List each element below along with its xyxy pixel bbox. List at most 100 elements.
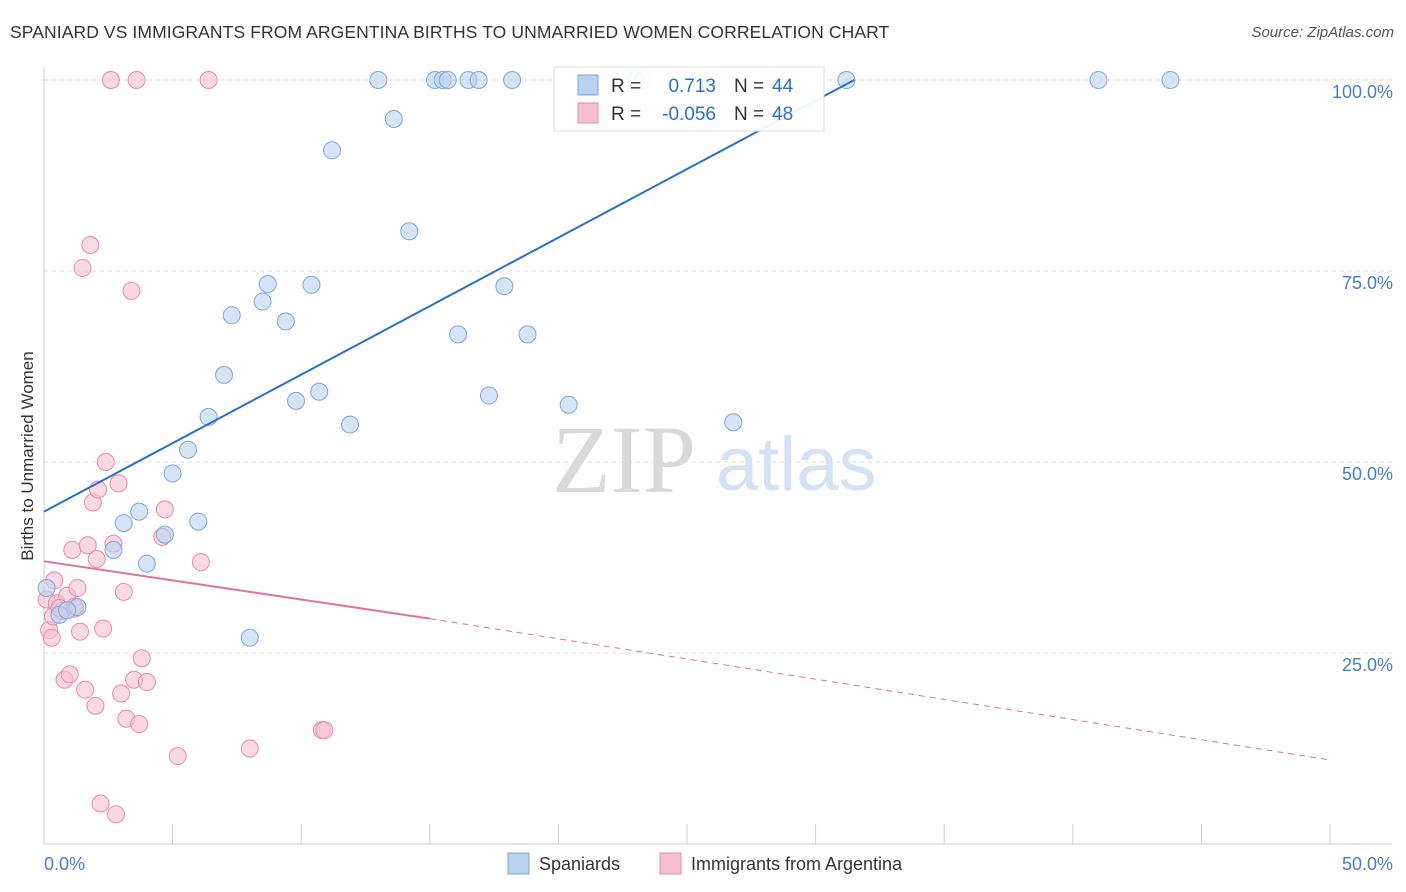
data-point [127, 71, 146, 89]
correlation-legend: R = 0.713 N = 44 R = -0.056 N = 48 [553, 66, 825, 132]
y-tick-label: 75.0% [1342, 273, 1393, 293]
bottom-legend: Spaniards Immigrants from Argentina [507, 852, 903, 875]
data-point [469, 71, 488, 89]
data-point [400, 222, 419, 241]
data-point [37, 579, 56, 598]
data-point [91, 794, 110, 813]
legend-n-value: 48 [772, 104, 793, 125]
data-point [1089, 71, 1108, 89]
data-point [81, 236, 100, 255]
bottom-legend-swatch-blue [507, 852, 530, 875]
data-point [215, 365, 234, 384]
y-tick-label: 25.0% [1342, 655, 1393, 675]
data-point [132, 649, 151, 668]
legend-box [553, 66, 825, 132]
data-point [94, 619, 113, 638]
data-point [310, 382, 329, 401]
legend-n-label: N = [734, 76, 764, 97]
trend-extension-pink [429, 618, 1331, 761]
data-point [76, 680, 95, 699]
legend-r-value: 0.713 [668, 76, 716, 97]
data-point [559, 395, 578, 414]
data-point [369, 71, 388, 89]
data-point [137, 673, 156, 692]
data-point [60, 665, 79, 684]
data-point [130, 715, 149, 734]
data-point [302, 275, 321, 294]
gridlines [44, 79, 1392, 654]
legend-r-label: R = [611, 76, 641, 97]
data-point [199, 71, 218, 89]
data-point [479, 386, 498, 405]
data-point [168, 747, 187, 766]
data-point [438, 71, 457, 89]
data-point [253, 292, 272, 311]
trend-lines [43, 79, 1331, 761]
data-point [724, 413, 743, 432]
legend-n-value: 44 [772, 76, 794, 97]
data-point [191, 553, 210, 572]
data-point [240, 628, 259, 647]
data-point [104, 540, 123, 559]
data-point [222, 306, 241, 325]
y-tick-label: 50.0% [1342, 464, 1393, 484]
watermark-atlas: atlas [716, 422, 877, 507]
data-point [68, 579, 87, 598]
data-point [518, 325, 537, 344]
data-point [155, 525, 174, 544]
legend-r-value: -0.056 [662, 104, 716, 125]
data-point [179, 440, 198, 459]
data-point [114, 582, 133, 601]
bottom-legend-label: Immigrants from Argentina [691, 854, 903, 874]
data-point [163, 464, 182, 483]
source-label: Source: ZipAtlas.com [1251, 24, 1394, 41]
data-point [155, 500, 174, 519]
bottom-legend-swatch-pink [659, 852, 682, 875]
legend-n-label: N = [734, 104, 764, 125]
axes [43, 68, 1392, 845]
data-point [86, 696, 105, 715]
trend-line-blue [43, 79, 855, 513]
watermark: ZIP atlas [552, 406, 877, 513]
x-tick-label: 50.0% [1342, 854, 1393, 874]
data-point [315, 721, 334, 740]
data-point [495, 277, 514, 296]
y-tick-label: 100.0% [1332, 82, 1393, 102]
bottom-legend-label: Spaniards [539, 854, 620, 874]
tick-labels: 25.0% 50.0% 75.0% 100.0% 0.0% 50.0% [44, 82, 1393, 874]
trend-line-pink [43, 560, 430, 620]
data-point [341, 415, 360, 434]
chart-title: SPANIARD VS IMMIGRANTS FROM ARGENTINA BI… [10, 22, 890, 42]
data-point [96, 453, 115, 471]
data-point [276, 312, 295, 331]
data-point [137, 554, 156, 573]
data-point [73, 258, 92, 277]
data-point [503, 71, 522, 89]
data-point [42, 628, 61, 647]
legend-r-label: R = [611, 104, 641, 125]
data-point [449, 325, 468, 344]
data-point [87, 550, 106, 569]
data-point [112, 684, 131, 703]
data-point [114, 514, 133, 533]
data-point [63, 540, 82, 559]
data-point [837, 71, 856, 89]
data-point [384, 109, 403, 128]
data-point [130, 502, 149, 521]
y-axis-label: Births to Unmarried Women [18, 351, 37, 560]
data-point [101, 71, 120, 89]
data-point [107, 805, 126, 824]
data-point [287, 391, 306, 410]
data-point [240, 739, 259, 758]
data-point [58, 601, 77, 620]
data-point [189, 512, 208, 531]
data-point [78, 536, 97, 555]
data-point [109, 474, 128, 493]
data-point [71, 622, 90, 641]
data-point [1161, 71, 1180, 89]
x-tick-label: 0.0% [44, 854, 85, 874]
legend-swatch-blue [577, 74, 599, 96]
watermark-zip: ZIP [552, 406, 696, 513]
data-point [122, 281, 141, 300]
